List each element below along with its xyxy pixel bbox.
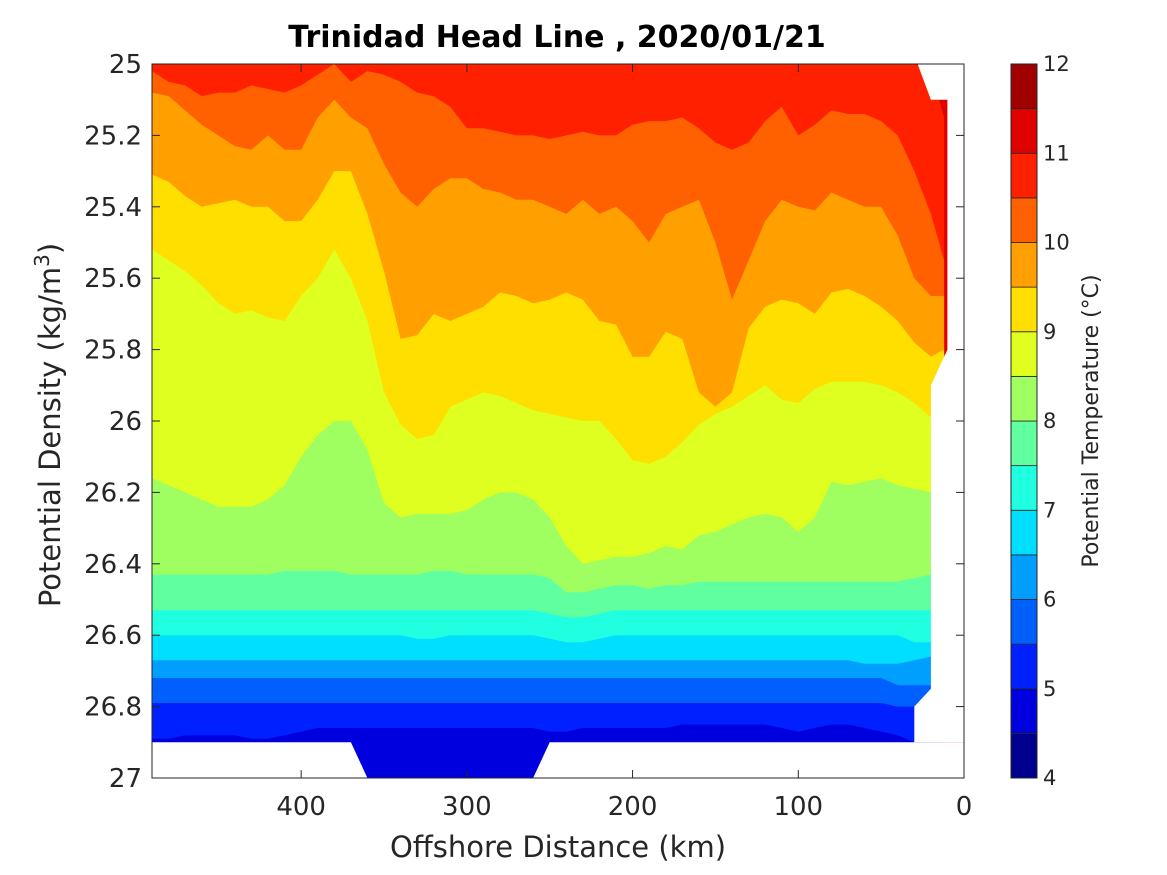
colorbar-segment: [1010, 242, 1038, 288]
colorbar-tick-label: 8: [1043, 409, 1056, 433]
no-data-region: [914, 64, 964, 743]
colorbar-tick-label: 6: [1043, 588, 1056, 612]
colorbar-segment: [1010, 420, 1038, 467]
x-axis-label: Offshore Distance (km): [390, 830, 726, 864]
y-axis: 25 25.2 25.4 25.6 25.8 26 26.2 26.4 26.6 26.8 27: [84, 50, 964, 794]
colorbar-segment: [1010, 286, 1038, 333]
colorbar-tick-label: 4: [1043, 766, 1056, 790]
colorbar-segment: [1010, 509, 1038, 556]
x-axis: 400 300 200 100 0: [276, 64, 972, 822]
no-data-mask: [152, 64, 964, 778]
x-tick-label: 300: [442, 792, 492, 822]
colorbar-segment: [1010, 465, 1038, 511]
colorbar-segment: [1010, 331, 1038, 377]
x-tick-label: 400: [276, 792, 326, 822]
colorbar-segment: [1010, 732, 1038, 779]
y-tick-label: 25.4: [84, 193, 142, 223]
y-axis-label: Potential Density (kg/m3): [30, 243, 67, 607]
y-tick-label: 26.6: [84, 621, 142, 651]
colorbar-segment: [1010, 688, 1038, 734]
y-tick-label: 25.2: [84, 121, 142, 151]
colorbar-segment: [1010, 375, 1038, 422]
no-data-region: [152, 742, 368, 778]
colorbar-segment: [1010, 108, 1038, 154]
y-tick-label: 27: [109, 764, 142, 794]
contour-bands: [152, 64, 964, 778]
colorbar-tick-label: 9: [1043, 320, 1056, 344]
colorbar-segment: [1010, 63, 1038, 110]
colorbar-tick-label: 11: [1043, 141, 1070, 165]
band-4.5: [370, 767, 530, 778]
no-data-region: [533, 742, 964, 778]
x-tick-label: 0: [956, 792, 973, 822]
colorbar-tick-label: 5: [1043, 677, 1056, 701]
colorbar-segment: [1010, 554, 1038, 600]
y-tick-label: 26.8: [84, 693, 142, 723]
colorbar-segment: [1010, 152, 1038, 199]
colorbar-frame: [1010, 63, 1038, 779]
y-tick-label: 26.2: [84, 478, 142, 508]
colorbar-label: Potential Temperature (°C): [1079, 274, 1104, 567]
colorbar: 4 5 6 7 8 9 10 11 12: [1010, 52, 1070, 790]
colorbar-segment: [1010, 643, 1038, 690]
y-tick-label: 26.4: [84, 550, 142, 580]
y-tick-label: 25: [109, 50, 142, 80]
y-tick-label: 25.8: [84, 336, 142, 366]
colorbar-segment: [1010, 599, 1038, 645]
colorbar-tick-label: 12: [1043, 52, 1070, 76]
chart-title: Trinidad Head Line , 2020/01/21: [288, 20, 825, 55]
y-tick-label: 26: [109, 407, 142, 437]
y-tick-label: 25.6: [84, 264, 142, 294]
colorbar-tick-label: 7: [1043, 498, 1056, 522]
x-tick-label: 100: [773, 792, 823, 822]
colorbar-segment: [1010, 197, 1038, 243]
x-tick-label: 200: [608, 792, 658, 822]
plot-area: [151, 63, 965, 779]
colorbar-tick-label: 10: [1043, 231, 1070, 255]
